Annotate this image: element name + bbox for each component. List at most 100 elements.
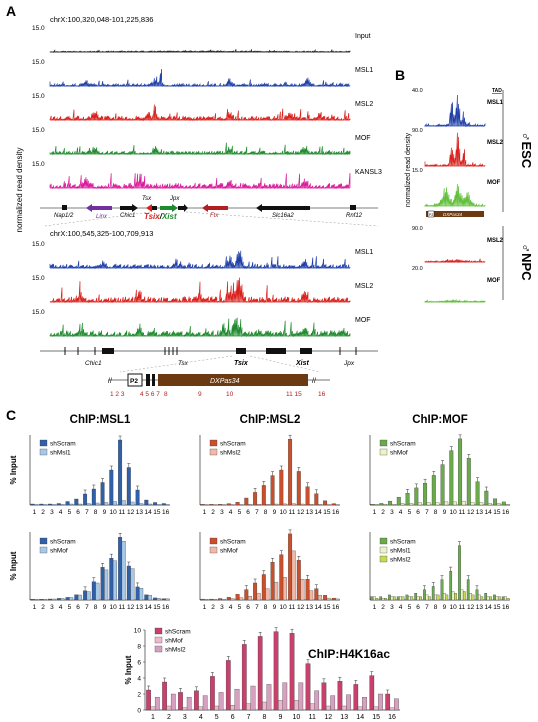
xtick-2-1: 2 (381, 509, 385, 516)
bar-2-0-2 (388, 500, 393, 506)
xtick-6-2: 3 (183, 714, 187, 721)
xtick-5-3: 4 (399, 604, 403, 611)
panel-b-letter: B (395, 67, 405, 83)
xtick-3-3: 4 (59, 604, 63, 611)
panel-c-letter: C (6, 407, 16, 423)
bar-5-1-10 (460, 589, 464, 601)
xtick-3-12: 13 (136, 604, 144, 611)
bar-3-0-12 (135, 586, 140, 601)
bar-5-0-3 (396, 596, 400, 601)
bar-4-0-14 (323, 595, 328, 601)
xtick-4-15: 16 (332, 604, 340, 611)
bar-3-0-11 (126, 565, 131, 601)
bar-1-0-6 (253, 492, 258, 506)
bar-6-2-7 (266, 684, 272, 711)
xtick-5-15: 16 (502, 604, 510, 611)
bar-1-0-4 (235, 502, 240, 506)
bar-5-2-7 (436, 594, 440, 601)
xtick-2-15: 16 (502, 509, 510, 516)
signal-kansl3-top (49, 172, 351, 190)
track-label-kansl3: KANSL3 (355, 169, 382, 176)
legend-label-6-0: shScram (165, 629, 191, 636)
bar-5-2-11 (471, 594, 475, 601)
ytick-6-2: 4 (137, 676, 141, 683)
gene-ftx: Ftx (210, 213, 219, 219)
scale-top-0: 15.0 (32, 25, 45, 32)
bar-6-0-3 (194, 690, 199, 711)
bar-3-0-3 (56, 598, 61, 601)
xtick-3-8: 9 (103, 604, 107, 611)
bar-2-1-4 (409, 503, 414, 506)
xtick-1-12: 13 (306, 509, 314, 516)
tsix-arrow (146, 204, 152, 212)
panel-a-ylabel: normalized read density (15, 148, 24, 233)
amplicon-10: 10 (226, 391, 234, 398)
legend-label-4-0: shScram (220, 539, 246, 546)
bar-6-0-9 (289, 633, 295, 711)
scale-top-1: 15.0 (32, 59, 45, 66)
xtick-6-6: 7 (247, 714, 251, 721)
bar-6-1-5 (230, 705, 236, 711)
bar-5-2-12 (480, 596, 484, 601)
xtick-2-0: 1 (373, 509, 377, 516)
bar-3-0-1 (39, 599, 44, 601)
ytick-6-1: 2 (137, 692, 141, 699)
bar-1-1-5 (247, 504, 252, 506)
bar-4-0-7 (261, 574, 266, 601)
scale-bottom-1: 15.0 (32, 275, 45, 282)
bar-3-1-2 (51, 598, 56, 601)
bar-5-2-10 (462, 591, 466, 601)
chart-ylabel-0: % Input (9, 455, 18, 484)
xtick-5-11: 12 (467, 604, 475, 611)
xtick-5-14: 15 (493, 604, 501, 611)
bar-6-0-4 (210, 676, 215, 711)
bar-0-0-9 (109, 469, 114, 506)
xtick-4-4: 5 (238, 604, 242, 611)
xtick-1-13: 14 (314, 509, 322, 516)
bar-0-0-3 (56, 503, 61, 506)
bar-2-0-0 (370, 504, 375, 506)
bar-3-1-14 (156, 598, 161, 601)
bar-0-1-15 (165, 504, 170, 506)
legend-label-2-1: shMof (390, 450, 408, 457)
bar-6-0-12 (337, 681, 343, 711)
bar-5-1-12 (478, 594, 481, 601)
bar-1-0-0 (200, 504, 205, 506)
bar-4-0-10 (288, 533, 293, 601)
legend-label-5-0: shScram (390, 539, 416, 546)
bar-5-1-1 (381, 598, 385, 601)
bar-6-0-10 (305, 663, 311, 711)
b-label-npc-mof: MOF (487, 278, 501, 284)
bar-5-1-13 (486, 596, 490, 601)
bar-6-1-8 (278, 700, 283, 711)
legend-label-0-1: shMsl1 (50, 450, 71, 457)
track-label-input: Input (355, 33, 371, 40)
gene-nap1: Nap1/2 (54, 213, 74, 219)
bar-5-1-8 (443, 593, 446, 601)
legend-label-0-0: shScram (50, 441, 76, 448)
bar-1-1-7 (265, 504, 270, 506)
b-p2: P2 (429, 213, 433, 217)
track-label-mof: MOF (355, 135, 371, 142)
bar-6-2-5 (234, 689, 240, 711)
tsix-xist-label: Tsix/Xist (144, 212, 177, 221)
xtick-6-12: 13 (340, 714, 348, 721)
bar-2-1-13 (487, 503, 492, 506)
panel-b-tracks: 40.0 MSL1 90.0 MSL2 15.0 MOF P2 DXPas34 90.0 MSL2… (412, 88, 504, 304)
bar-1-0-5 (244, 497, 249, 506)
track-label-bottom-msl1: MSL1 (355, 249, 373, 256)
xtick-5-12: 13 (476, 604, 484, 611)
bar-2-0-10 (458, 438, 463, 506)
bar-5-0-10 (458, 545, 461, 601)
bar-2-1-1 (382, 504, 387, 506)
bar-2-1-2 (391, 504, 396, 506)
bar-4-0-13 (314, 588, 319, 601)
bar-0-1-7 (95, 502, 100, 506)
gene-chic1: Chic1 (120, 213, 135, 219)
xtick-3-13: 14 (144, 604, 152, 611)
bar-2-0-3 (396, 497, 401, 506)
bar-0-1-12 (139, 503, 144, 506)
bar-4-0-0 (200, 598, 205, 601)
